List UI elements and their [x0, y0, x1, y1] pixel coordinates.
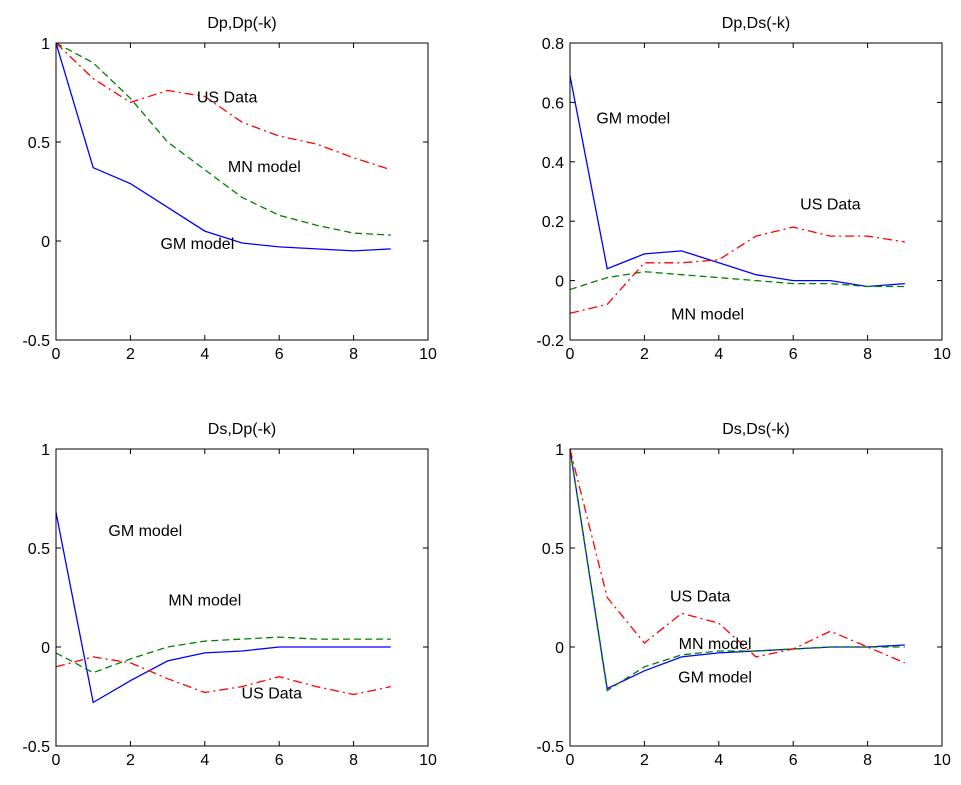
- chart-2-ytick-label: -0.2: [536, 333, 564, 350]
- chart-4-title: Ds,Ds(-k): [722, 421, 790, 438]
- chart-4-xtick-label: 8: [863, 752, 872, 769]
- chart-4-annotation: US Data: [670, 589, 731, 606]
- chart-3-ytick-label: 1: [41, 442, 50, 459]
- chart-1-ytick-label: -0.5: [22, 333, 50, 350]
- chart-4-axes-box: [569, 448, 943, 747]
- chart-2-ytick-label: 0.8: [542, 36, 564, 53]
- chart-3-xtick-label: 4: [200, 752, 209, 769]
- chart-2-xtick-label: 8: [863, 346, 872, 363]
- chart-2-series-us-data: [570, 226, 905, 314]
- chart-3-annotation: GM model: [108, 523, 182, 540]
- chart-3-series-us-data: [56, 656, 391, 696]
- chart-2-xtick-label: 4: [714, 346, 723, 363]
- chart-1-xtick-label: 10: [419, 346, 437, 363]
- chart-1-xtick-label: 6: [275, 346, 284, 363]
- chart-2-xtick-label: 0: [566, 346, 575, 363]
- chart-1-axes-box: [55, 42, 429, 341]
- chart-2-xtick-label: 10: [933, 346, 951, 363]
- chart-3-annotation: MN model: [168, 592, 241, 609]
- chart-3-xtick-label: 6: [275, 752, 284, 769]
- chart-2-annotation: MN model: [671, 306, 744, 323]
- chart-2: Dp,Ds(-k)0 2 4 6 8 100.80.60.40.20-0.2GM mode…: [536, 15, 951, 363]
- chart-2-annotation: GM model: [596, 110, 670, 127]
- chart-4-ytick-label: -0.5: [536, 739, 564, 756]
- chart-2-ytick-label: 0.2: [542, 214, 564, 231]
- chart-3-xtick-label: 0: [52, 752, 61, 769]
- chart-1-xtick-label: 2: [126, 346, 135, 363]
- chart-1-ytick-label: 1: [41, 36, 50, 53]
- chart-4-ytick-label: 0.5: [542, 541, 564, 558]
- chart-2-ytick-label: 0.6: [542, 95, 564, 112]
- chart-1-series-gm-model: [56, 43, 391, 252]
- chart-3-annotation: US Data: [242, 686, 303, 703]
- chart-3-ytick-label: 0.5: [28, 541, 50, 558]
- chart-2-title: Dp,Ds(-k): [722, 15, 790, 32]
- chart-2-ytick-label: 0.4: [542, 155, 564, 172]
- chart-4-xtick-label: 6: [789, 752, 798, 769]
- chart-4-xtick-label: 0: [566, 752, 575, 769]
- chart-3-title: Ds,Dp(-k): [208, 421, 276, 438]
- chart-1-ytick-label: 0: [41, 234, 50, 251]
- chart-3-ytick-label: 0: [41, 640, 50, 657]
- chart-1-annotation: GM model: [160, 236, 234, 253]
- chart-1-xtick-label: 4: [200, 346, 209, 363]
- chart-1-xtick-label: 8: [349, 346, 358, 363]
- chart-1-annotation: MN model: [228, 159, 301, 176]
- chart-3-xtick-label: 10: [419, 752, 437, 769]
- chart-3-ytick-label: -0.5: [22, 739, 50, 756]
- chart-2-ytick-label: 0: [555, 274, 564, 291]
- chart-2-series-mn-model: [570, 271, 905, 291]
- chart-2-axes-box: [569, 42, 943, 341]
- chart-4-xtick-label: 2: [640, 752, 649, 769]
- chart-2-xtick-label: 2: [640, 346, 649, 363]
- chart-4-xtick-label: 10: [933, 752, 951, 769]
- chart-4-ytick-label: 1: [555, 442, 564, 459]
- chart-1-series-us-data: [56, 43, 391, 171]
- chart-1-ytick-label: 0.5: [28, 135, 50, 152]
- chart-3-series-mn-model: [56, 636, 391, 674]
- chart-3-xtick-label: 2: [126, 752, 135, 769]
- chart-3-series-gm-model: [56, 512, 391, 704]
- chart-4-annotation: MN model: [679, 636, 752, 653]
- chart-1-series-mn-model: [56, 43, 391, 236]
- chart-3-axes-box: [55, 448, 429, 747]
- chart-1-title: Dp,Dp(-k): [207, 15, 276, 32]
- chart-1-annotation: US Data: [197, 89, 258, 106]
- chart-2-annotation: US Data: [800, 196, 861, 213]
- chart-4-series-mn-model: [570, 449, 905, 692]
- chart-4-series-us-data: [570, 449, 906, 664]
- chart-1-xtick-label: 0: [52, 346, 61, 363]
- chart-2-series-gm-model: [570, 75, 905, 288]
- chart-2-xtick-label: 6: [789, 346, 798, 363]
- chart-4-xtick-label: 4: [714, 752, 723, 769]
- chart-4-annotation: GM model: [678, 670, 752, 687]
- chart-4-ytick-label: 0: [555, 640, 564, 657]
- chart-3-xtick-label: 8: [349, 752, 358, 769]
